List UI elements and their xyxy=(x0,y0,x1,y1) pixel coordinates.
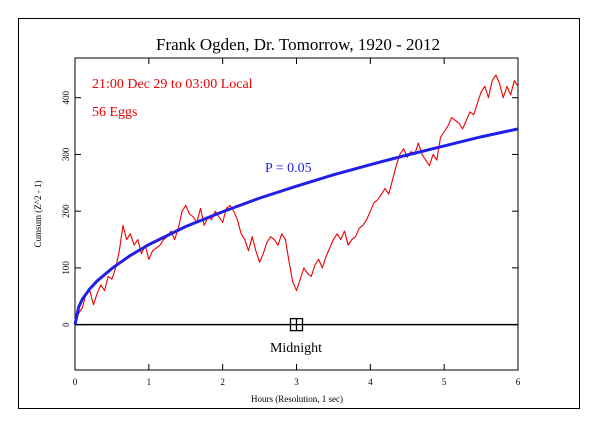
y-tick-label-3: 300 xyxy=(61,147,71,161)
chart-title: Frank Ogden, Dr. Tomorrow, 1920 - 2012 xyxy=(156,35,440,54)
plot-frame xyxy=(18,18,580,409)
x-tick-label-1: 1 xyxy=(147,377,152,387)
y-tick-label-4: 400 xyxy=(61,90,71,104)
time-window-annotation: 21:00 Dec 29 to 03:00 Local xyxy=(92,77,253,92)
x-tick-label-4: 4 xyxy=(368,377,373,387)
y-tick-label-2: 200 xyxy=(61,204,71,218)
y-axis-label: Cumsum (Z^2 - 1) xyxy=(33,181,43,248)
axis-ticks: 0 1 2 3 4 5 6 0 100 200 300 400 xyxy=(61,58,521,387)
midnight-label: Midnight xyxy=(270,341,322,356)
x-tick-label-5: 5 xyxy=(442,377,447,387)
x-tick-label-3: 3 xyxy=(294,377,299,387)
x-axis-label: Hours (Resolution, 1 sec) xyxy=(251,394,343,404)
p05-envelope-line xyxy=(73,127,519,325)
y-tick-label-1: 100 xyxy=(61,261,71,275)
x-tick-label-6: 6 xyxy=(516,377,521,387)
x-tick-label-0: 0 xyxy=(73,377,78,387)
eggs-annotation: 56 Eggs xyxy=(92,105,138,120)
midnight-marker xyxy=(289,317,304,332)
cumsum-line xyxy=(74,74,519,325)
series-group xyxy=(73,74,519,325)
p-value-label: P = 0.05 xyxy=(265,161,312,176)
y-tick-label-0: 0 xyxy=(61,322,71,327)
x-tick-label-2: 2 xyxy=(220,377,225,387)
